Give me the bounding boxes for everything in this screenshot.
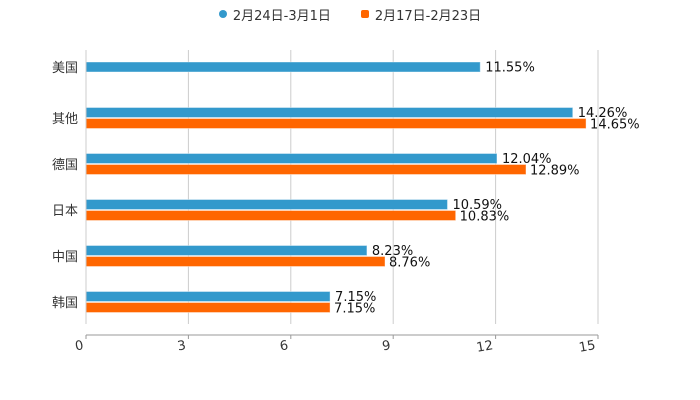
legend-label: 2月17日-2月23日 (374, 8, 482, 24)
bar-series-1[interactable] (85, 291, 331, 302)
circle-marker-icon (218, 10, 227, 18)
value-label: 8.76% (389, 256, 430, 271)
category-label: 韩国 (52, 296, 78, 311)
category-label: 日本 (52, 204, 78, 219)
category-label: 美国 (52, 61, 78, 76)
x-tick-label: 0 (74, 338, 85, 354)
bar-series-1[interactable] (85, 107, 574, 118)
legend-item-week-feb24-mar1[interactable]: 2月24日-3月1日 (218, 5, 331, 24)
legend-label: 2月24日-3月1日 (232, 8, 331, 24)
x-tick-label: 6 (279, 338, 290, 354)
value-label: 7.15% (334, 302, 375, 317)
category-label: 其他 (52, 112, 78, 127)
legend-item-week-feb17-feb23[interactable]: 2月17日-2月23日 (360, 5, 482, 24)
bar-series-2[interactable] (85, 302, 331, 313)
bar-series-1[interactable] (85, 245, 368, 256)
bar-series-1[interactable] (85, 61, 481, 73)
value-label: 12.89% (530, 164, 580, 179)
value-label: 14.26% (578, 106, 628, 121)
category-label: 中国 (52, 250, 78, 265)
value-label: 12.04% (502, 152, 552, 167)
bar-series-2[interactable] (85, 256, 386, 267)
x-tick-label: 12 (475, 338, 494, 356)
value-label: 7.15% (335, 290, 376, 305)
bar-series-1[interactable] (85, 199, 448, 210)
x-tick-label: 15 (578, 338, 597, 356)
bar-series-2[interactable] (85, 210, 457, 221)
category-label: 德国 (52, 158, 78, 173)
bar-series-1[interactable] (85, 153, 498, 164)
square-marker-icon (360, 10, 369, 18)
bar-series-2[interactable] (85, 118, 587, 129)
bar-series-2[interactable] (85, 164, 527, 175)
legend: 2月24日-3月1日 2月17日-2月23日 (0, 4, 700, 24)
value-label: 8.23% (372, 244, 413, 259)
value-label: 10.83% (460, 210, 510, 225)
x-tick-label: 9 (381, 338, 392, 354)
value-label: 11.55% (485, 61, 535, 76)
x-tick-label: 3 (176, 338, 187, 354)
value-label: 14.65% (590, 118, 640, 133)
value-label: 10.59% (452, 198, 502, 213)
